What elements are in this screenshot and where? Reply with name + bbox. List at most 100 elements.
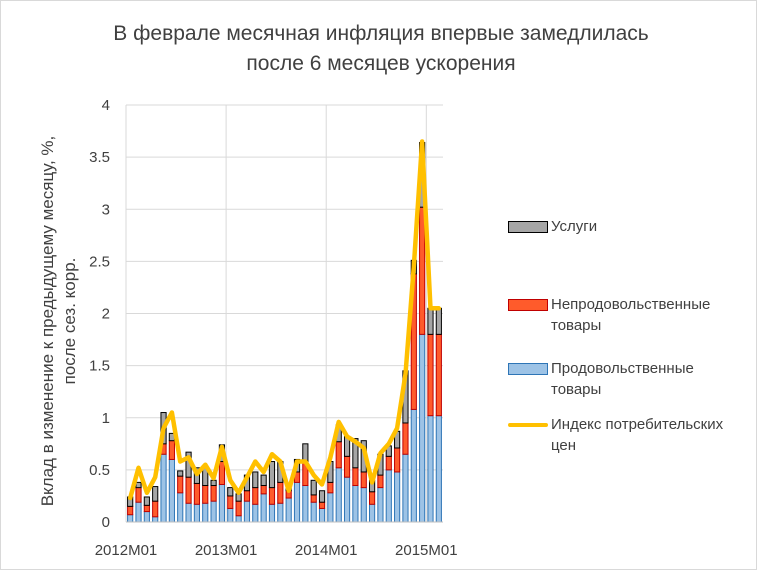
bar-segment-food (193, 503, 200, 523)
bar-segment-food (318, 507, 326, 523)
y-tick-label: 0 (102, 514, 110, 531)
bar-segment-food (235, 515, 242, 523)
bar-segment-nonfood (243, 490, 251, 502)
bar-segment-nonfood (168, 440, 175, 460)
y-tick-label: 4 (102, 97, 110, 114)
bar-segment-nonfood (310, 494, 317, 503)
bar-segment-nonfood (360, 471, 367, 489)
bar-segment-nonfood (385, 455, 392, 471)
bar-segment-nonfood (252, 487, 259, 505)
y-tick-label: 3.5 (89, 149, 110, 166)
bar-segment-nonfood (327, 481, 334, 494)
bar-segment-food (202, 502, 209, 523)
bar-segment-nonfood (435, 333, 442, 417)
bar-segment-nonfood (185, 476, 192, 504)
bar-segment-services (152, 486, 159, 502)
bar-segment-services (260, 474, 267, 487)
bar-segment-nonfood (394, 447, 401, 473)
y-tick-label: 2 (102, 306, 110, 323)
y-tick-label: 1.5 (89, 358, 110, 375)
bar-segment-nonfood (268, 487, 276, 505)
bar-segment-services (318, 490, 326, 503)
bar-segment-food (335, 467, 342, 523)
bar-segment-services (435, 307, 442, 335)
bar-segment-food (285, 497, 292, 523)
bar-segment-services (252, 471, 259, 489)
bar-segment-nonfood (235, 500, 242, 517)
bar-segment-food (327, 492, 334, 523)
line-layer (127, 139, 442, 501)
bar-segment-food (160, 453, 167, 523)
bar-segment-nonfood (402, 422, 409, 455)
legend-line-cpi (508, 423, 548, 427)
legend-label-cpi: Индекс потребительских цен (551, 416, 724, 454)
bar-segment-food (243, 500, 251, 523)
bar-segment-nonfood (419, 206, 426, 335)
bar-segment-services (143, 496, 150, 506)
bar-segment-food (127, 514, 134, 523)
bar-segment-nonfood (218, 461, 226, 485)
bar-segment-services (177, 470, 184, 477)
bar-segment-food (143, 511, 150, 523)
bar-segment-food (218, 483, 226, 523)
bar-segment-services (135, 481, 142, 489)
bar-segment-food (377, 487, 384, 523)
x-tick-label: 2013M01 (195, 542, 258, 559)
legend-swatch-services (508, 221, 548, 233)
bar-segment-food (135, 501, 142, 523)
bar-segment-nonfood (152, 500, 159, 518)
legend-swatch-nonfood (508, 299, 548, 311)
bar-segment-food (302, 485, 309, 523)
bar-segment-nonfood (352, 467, 359, 487)
bar-segment-food (277, 502, 284, 523)
bar-segment-nonfood (377, 474, 384, 489)
y-tick-label: 2.5 (89, 253, 110, 270)
bar-layer (127, 142, 442, 523)
bar-segment-food (152, 516, 159, 523)
bar-segment-nonfood (277, 481, 284, 504)
y-tick-label: 3 (102, 201, 110, 218)
bar-segment-services (268, 461, 276, 489)
bar-segment-food (210, 500, 217, 523)
bar-segment-nonfood (260, 485, 267, 495)
bar-segment-food (410, 408, 417, 523)
bar-segment-food (402, 453, 409, 523)
bar-segment-services (352, 438, 359, 469)
chart-title-line-2: после 6 месяцев ускорения (246, 52, 516, 75)
bar-segment-food (268, 503, 276, 523)
legend-label-food: Продовольственные товары (551, 360, 694, 398)
x-tick-label: 2012M01 (95, 542, 158, 559)
bar-segment-food (343, 476, 351, 523)
bar-segment-nonfood (343, 455, 351, 478)
bar-segment-food (435, 415, 442, 523)
x-tick-label: 2014M01 (295, 542, 358, 559)
bar-segment-food (385, 469, 392, 523)
bar-segment-food (177, 492, 184, 523)
legend-item-services: Услуги (508, 216, 748, 294)
bar-segment-nonfood (227, 495, 234, 509)
bar-segment-nonfood (210, 485, 217, 502)
bar-segment-nonfood (127, 505, 134, 516)
bar-segment-food (168, 458, 175, 523)
bar-segment-nonfood (135, 487, 142, 503)
bar-segment-nonfood (335, 441, 342, 469)
bar-segment-food (293, 481, 301, 523)
legend-item-cpi: Индекс потребительских цен (508, 414, 748, 456)
legend: Услуги Непродовольственные товары Продов… (508, 216, 748, 456)
bar-segment-food (227, 507, 234, 523)
bar-segment-food (352, 485, 359, 523)
y-tick-label: 1 (102, 410, 110, 427)
bar-segment-food (394, 471, 401, 523)
gridlines (125, 104, 443, 522)
bar-segment-food (427, 415, 434, 523)
legend-item-nonfood: Непродовольственные товары (508, 294, 748, 358)
bar-segment-nonfood (193, 482, 200, 505)
legend-swatch-food (508, 363, 548, 375)
bar-segment-services (227, 487, 234, 497)
bar-segment-nonfood (143, 504, 150, 513)
bar-segment-food (369, 503, 376, 523)
legend-label-services: Услуги (551, 218, 598, 235)
bar-segment-food (360, 487, 367, 523)
